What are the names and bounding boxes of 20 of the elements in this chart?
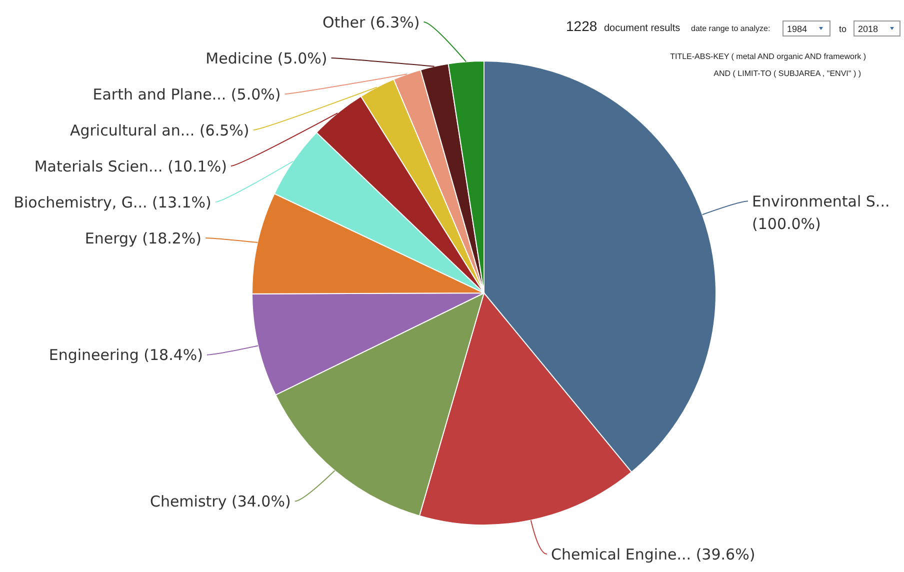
text: to — [839, 24, 847, 34]
dropdown-field: 1984 — [782, 20, 830, 36]
data-label: (100.0%) — [752, 214, 821, 233]
slice-label: Agricultural an... (6.5%) — [70, 121, 250, 140]
text: TITLE-ABS-KEY ( metal AND organic AND framework ) — [670, 52, 866, 61]
text: date range to analyze: — [691, 24, 770, 33]
slice-label: Energy (18.2%) — [84, 229, 202, 248]
slice-label: Chemical Engine... (39.6%) — [550, 545, 756, 564]
slice-label: Chemistry (34.0%) — [150, 492, 291, 510]
dropdown-field: 2018 — [854, 20, 900, 36]
slice-label: Other (6.3%) — [322, 13, 420, 32]
slice-label: Environmental S... — [752, 192, 890, 210]
text: AND ( LIMIT-TO ( SUBJAREA , "ENVI" ) ) — [714, 69, 862, 78]
slice-label: Earth and Plane... (5.0%) — [92, 85, 281, 104]
text: document results — [604, 23, 680, 34]
slice-label: Materials Scien... (10.1%) — [34, 157, 227, 176]
text: 1228 — [566, 18, 598, 34]
slice-label: Engineering (18.4%) — [48, 346, 204, 364]
slice-label: Medicine (5.0%) — [206, 49, 328, 68]
slice-label: Biochemistry, G... (13.1%) — [14, 193, 212, 212]
